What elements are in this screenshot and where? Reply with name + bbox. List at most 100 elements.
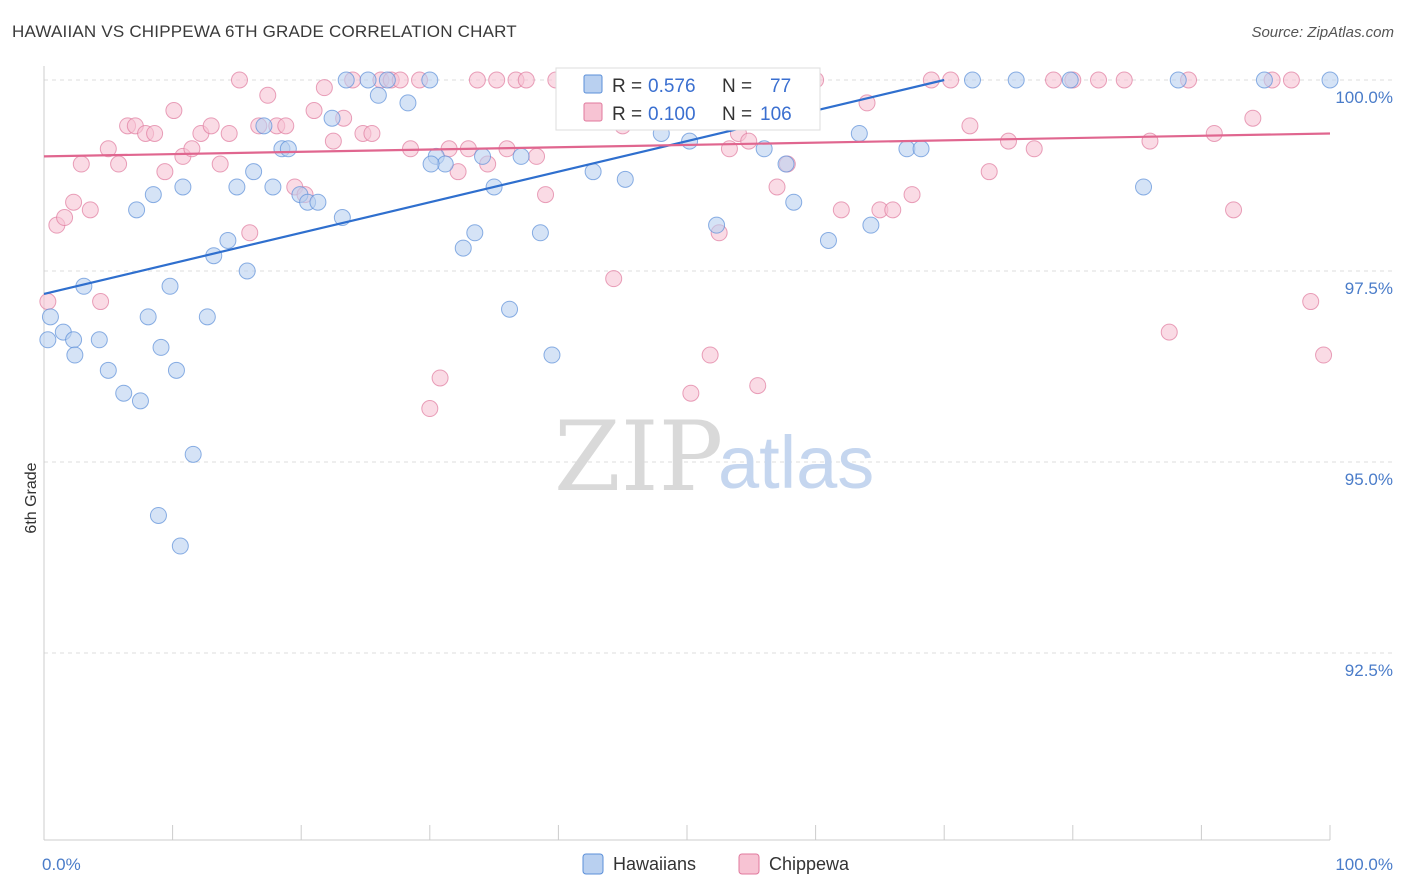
chippewa-point-85 <box>903 186 921 204</box>
hawaiian-point-33 <box>279 140 297 158</box>
y-tick-label-2: 95.0% <box>1345 470 1393 489</box>
chippewa-point-30 <box>315 79 333 97</box>
chippewa-point-101 <box>1244 109 1262 127</box>
hawaiian-point-64 <box>862 216 880 234</box>
chippewa-point-22 <box>241 224 259 242</box>
hawaiian-point-72 <box>1255 71 1273 89</box>
chippewa-point-41 <box>421 400 439 418</box>
y-tick-label-0: 100.0% <box>1335 88 1393 107</box>
legend-n-label-2: N = <box>722 104 752 125</box>
x-tick-label-1: 100.0% <box>1335 855 1393 874</box>
hawaiian-point-11 <box>167 361 185 379</box>
hawaiian-point-70 <box>1135 178 1153 196</box>
hawaiian-point-62 <box>819 231 837 249</box>
chippewa-point-91 <box>1025 140 1043 158</box>
hawaiian-point-67 <box>963 71 981 89</box>
hawaiian-point-68 <box>1007 71 1025 89</box>
chippewa-point-87 <box>942 71 960 89</box>
chippewa-point-42 <box>431 369 449 387</box>
hawaiian-point-4 <box>90 331 108 349</box>
legend-r-label-1: R = <box>612 76 642 97</box>
hawaiian-point-42 <box>466 224 484 242</box>
chippewa-point-44 <box>449 163 467 181</box>
axes <box>43 66 1331 841</box>
hawaiian-point-61 <box>785 193 803 211</box>
legend-r-label-2: R = <box>612 104 642 125</box>
chippewa-point-60 <box>605 270 623 288</box>
legend-swatch-chippewa <box>583 102 603 122</box>
hawaiian-point-24 <box>238 262 256 280</box>
chippewa-point-89 <box>980 163 998 181</box>
bottom-legend-swatch-hawaiians <box>582 853 604 875</box>
hawaiian-point-34 <box>359 71 377 89</box>
chippewa-point-95 <box>1115 71 1133 89</box>
chippewa-point-46 <box>468 71 486 89</box>
hawaiian-point-46 <box>512 147 530 165</box>
chippewa-point-90 <box>1000 132 1017 150</box>
chippewa-point-48 <box>488 71 506 89</box>
chippewa-point-70 <box>701 346 719 364</box>
hawaiian-point-8 <box>131 392 149 410</box>
hawaiian-point-23 <box>245 163 263 181</box>
hawaiian-point-59 <box>755 140 773 158</box>
chippewa-point-68 <box>682 384 700 402</box>
hawaiian-point-5 <box>99 361 117 379</box>
hawaiian-point-9 <box>139 308 157 326</box>
y-axis-label: 6th Grade <box>23 462 40 533</box>
hawaiian-point-16 <box>144 186 162 204</box>
hawaiian-point-0 <box>41 308 59 326</box>
hawaiian-point-17 <box>161 277 179 295</box>
chippewa-point-0 <box>39 293 57 311</box>
y-tick-label-3: 92.5% <box>1345 661 1393 680</box>
chippewa-point-4 <box>72 155 90 173</box>
chippewa-point-53 <box>537 186 555 204</box>
hawaiian-point-35 <box>378 71 396 89</box>
chippewa-point-3 <box>65 193 83 211</box>
hawaiian-point-65 <box>898 140 916 158</box>
watermark-atlas: atlas <box>718 421 874 504</box>
chippewa-point-29 <box>305 102 323 120</box>
hawaiian-point-25 <box>255 117 273 135</box>
y-tick-label-1: 97.5% <box>1345 279 1393 298</box>
hawaiian-point-66 <box>912 140 930 158</box>
chippewa-point-97 <box>1160 323 1178 341</box>
hawaiian-point-60 <box>777 155 795 173</box>
hawaiian-point-47 <box>531 224 549 242</box>
chippewa-point-20 <box>220 124 238 142</box>
chippewa-point-6 <box>92 293 110 311</box>
chippewa-point-103 <box>1282 71 1300 89</box>
hawaiian-point-2 <box>65 331 83 349</box>
hawaiian-point-76 <box>39 331 57 349</box>
bottom-legend-label-hawaiians: Hawaiians <box>613 854 696 874</box>
chippewa-point-77 <box>768 178 786 196</box>
chippewa-point-18 <box>202 117 220 135</box>
hawaiian-point-41 <box>454 239 472 257</box>
chippewa-point-84 <box>884 201 902 219</box>
bottom-legend-label-chippewa: Chippewa <box>769 854 850 874</box>
chippewa-point-2 <box>56 209 74 227</box>
hawaiian-point-22 <box>228 178 246 196</box>
hawaiian-point-51 <box>584 163 602 181</box>
chippewa-point-7 <box>99 140 117 158</box>
chippewa-point-88 <box>961 117 979 135</box>
series-legend: Hawaiians Chippewa <box>582 853 850 875</box>
chippewa-point-35 <box>363 124 381 142</box>
legend-n-value-hawaiians: 77 <box>770 76 791 97</box>
chippewa-point-92 <box>1045 71 1063 89</box>
legend-r-value-chippewa: 0.100 <box>648 104 696 125</box>
hawaiian-point-36 <box>369 86 387 104</box>
hawaiian-point-21 <box>219 231 237 249</box>
legend-n-value-chippewa: 106 <box>760 104 792 125</box>
hawaiian-point-30 <box>309 193 327 211</box>
hawaiian-point-13 <box>171 537 189 555</box>
hawaiian-point-19 <box>198 308 216 326</box>
stats-legend: R = 0.576 N = 77 R = 0.100 N = 106 <box>555 67 821 131</box>
chippewa-point-19 <box>211 155 229 173</box>
watermark-zip: ZIP <box>554 401 723 513</box>
chippewa-point-104 <box>1302 293 1320 311</box>
hawaiian-point-12 <box>149 506 167 524</box>
hawaiian-point-15 <box>128 201 146 219</box>
chippewa-point-74 <box>740 132 758 150</box>
hawaiian-point-18 <box>174 178 192 196</box>
chippewa-point-14 <box>165 102 183 120</box>
